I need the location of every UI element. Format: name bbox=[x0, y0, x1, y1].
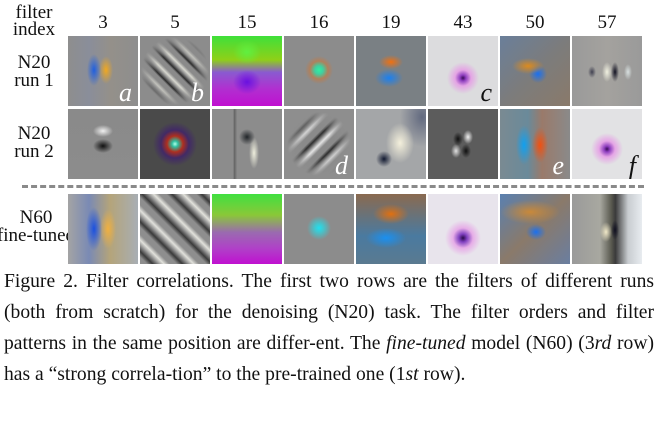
annotation-a: a bbox=[119, 78, 132, 106]
filter-tile-r3-c19 bbox=[356, 194, 426, 264]
figure-caption: Figure 2. Filter correlations. The first… bbox=[4, 266, 654, 390]
col-header-43: 43 bbox=[453, 12, 473, 33]
caption-text: row) has a “strong correla-tion” to the … bbox=[4, 333, 654, 385]
filter-tile-r2-c3 bbox=[68, 109, 138, 179]
header-line-2: index bbox=[12, 19, 56, 40]
filter-tile-r1-c16 bbox=[284, 36, 354, 106]
col-header-19: 19 bbox=[381, 12, 401, 33]
filter-tile-r1-c15 bbox=[212, 36, 282, 106]
caption-text: row). bbox=[418, 364, 466, 385]
row-label-line: N20 bbox=[17, 123, 51, 144]
filter-tile-r3-c57 bbox=[572, 194, 642, 264]
annotation-b: b bbox=[191, 78, 204, 106]
filter-tile-r2-c50: e bbox=[500, 109, 570, 179]
col-header-16: 16 bbox=[309, 12, 329, 33]
filter-tile-r3-c5 bbox=[140, 194, 210, 264]
annotation-d: d bbox=[335, 151, 348, 179]
col-header-3: 3 bbox=[98, 12, 108, 33]
annotation-f: f bbox=[628, 151, 636, 179]
filter-index-label: filter index bbox=[2, 2, 66, 40]
filter-tile-r1-c50 bbox=[500, 36, 570, 106]
row-label-line: run 2 bbox=[14, 141, 54, 162]
row-label-line: N60 bbox=[19, 207, 53, 228]
filter-tile-r1-c5: b bbox=[140, 36, 210, 106]
filter-tile-r1-c43: c bbox=[428, 36, 498, 106]
filter-tile-r1-c19 bbox=[356, 36, 426, 106]
col-header-57: 57 bbox=[597, 12, 617, 33]
caption-text: Figure 2. Filter correlations. The first… bbox=[4, 271, 654, 354]
filter-tile-r3-c15 bbox=[212, 194, 282, 264]
filter-tile-r2-c16: d bbox=[284, 109, 354, 179]
row-label-line: N20 bbox=[17, 52, 51, 73]
caption-italic: fine-tuned bbox=[386, 333, 466, 354]
row-label-n60-finetuned: N60 fine-tuned bbox=[0, 207, 82, 246]
header-line-1: filter bbox=[15, 2, 53, 23]
caption-italic: st bbox=[405, 364, 419, 385]
row-label-line: fine-tuned bbox=[0, 225, 76, 246]
filter-tile-r3-c50 bbox=[500, 194, 570, 264]
filter-tile-r1-c57 bbox=[572, 36, 642, 106]
col-header-50: 50 bbox=[525, 12, 545, 33]
annotation-c: c bbox=[480, 78, 492, 106]
filter-tile-r2-c57: f bbox=[572, 109, 642, 179]
caption-text: model (N60) (3 bbox=[465, 333, 595, 354]
row-label-n20-run2: N20 run 2 bbox=[0, 123, 68, 162]
filter-tile-r2-c19 bbox=[356, 109, 426, 179]
caption-italic: rd bbox=[594, 333, 612, 354]
annotation-e: e bbox=[552, 151, 564, 179]
filter-tile-r3-c16 bbox=[284, 194, 354, 264]
filter-tile-r2-c5 bbox=[140, 109, 210, 179]
filter-tile-r3-c43 bbox=[428, 194, 498, 264]
col-header-15: 15 bbox=[237, 12, 257, 33]
filter-tile-r2-c43 bbox=[428, 109, 498, 179]
col-header-5: 5 bbox=[170, 12, 180, 33]
row-label-n20-run1: N20 run 1 bbox=[0, 52, 68, 91]
filter-tile-r1-c3: a bbox=[68, 36, 138, 106]
filter-tile-r3-c3 bbox=[68, 194, 138, 264]
row-separator-dashed bbox=[22, 185, 644, 188]
filter-tile-r2-c15 bbox=[212, 109, 282, 179]
row-label-line: run 1 bbox=[14, 70, 54, 91]
